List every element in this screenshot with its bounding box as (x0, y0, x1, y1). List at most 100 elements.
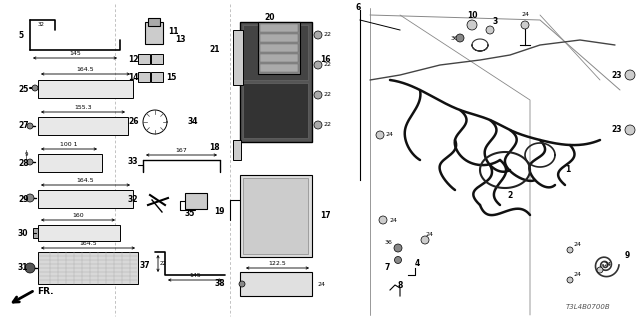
Text: 22: 22 (324, 123, 332, 127)
Text: 145: 145 (189, 273, 201, 278)
Circle shape (376, 131, 384, 139)
Bar (148, 18, 160, 26)
Text: 24: 24 (604, 262, 612, 268)
Text: 25: 25 (18, 84, 28, 93)
Text: 27: 27 (18, 122, 29, 131)
Bar (38, 80, 133, 98)
Text: 9: 9 (625, 251, 630, 260)
Bar (233, 30, 243, 85)
Bar (260, 64, 298, 72)
Text: 35: 35 (185, 209, 195, 218)
Bar (33, 228, 43, 238)
Circle shape (314, 61, 322, 69)
Circle shape (26, 194, 34, 202)
Circle shape (567, 247, 573, 253)
Text: 9: 9 (24, 153, 28, 157)
Text: 22: 22 (324, 92, 332, 98)
Circle shape (421, 236, 429, 244)
Bar (243, 25, 308, 80)
Bar (260, 44, 298, 52)
Text: 28: 28 (18, 158, 29, 167)
Bar (38, 190, 133, 208)
Text: 34: 34 (188, 117, 198, 126)
Text: 3: 3 (493, 18, 499, 27)
Text: 164.5: 164.5 (77, 178, 94, 183)
Circle shape (521, 21, 529, 29)
Bar (138, 72, 150, 82)
Circle shape (597, 267, 603, 273)
Bar (243, 178, 308, 254)
Text: 5: 5 (18, 30, 23, 39)
Text: 19: 19 (214, 207, 225, 217)
Bar (260, 24, 298, 32)
Bar (240, 272, 312, 296)
Text: 8: 8 (397, 281, 403, 290)
Circle shape (32, 85, 38, 91)
Text: 13: 13 (175, 36, 186, 44)
Text: 30: 30 (18, 228, 29, 237)
Bar (258, 22, 300, 74)
Circle shape (625, 125, 635, 135)
Text: 24: 24 (318, 282, 326, 286)
Text: 164.5: 164.5 (79, 241, 97, 246)
Text: 37: 37 (140, 260, 150, 269)
Text: 23: 23 (611, 125, 622, 134)
Text: 17: 17 (320, 211, 331, 220)
Text: T3L4B0700B: T3L4B0700B (565, 304, 610, 310)
Bar (38, 154, 102, 172)
Text: 4: 4 (415, 259, 420, 268)
Text: 24: 24 (574, 273, 582, 277)
Text: FR.: FR. (37, 286, 54, 295)
Text: 122.5: 122.5 (269, 261, 286, 266)
Text: 167: 167 (175, 148, 188, 153)
Text: 20: 20 (265, 13, 275, 22)
Text: 22: 22 (324, 62, 332, 68)
Bar (151, 54, 163, 64)
Bar (240, 22, 312, 142)
Circle shape (467, 20, 477, 30)
Text: 1: 1 (565, 165, 570, 174)
Text: 33: 33 (128, 157, 138, 166)
Circle shape (394, 244, 402, 252)
Text: 23: 23 (611, 70, 622, 79)
Circle shape (314, 31, 322, 39)
Text: 24: 24 (426, 233, 434, 237)
Circle shape (25, 263, 35, 273)
Text: 38: 38 (214, 279, 225, 289)
Text: 160: 160 (72, 213, 84, 218)
Bar (38, 252, 138, 284)
Text: 145: 145 (69, 51, 81, 56)
Bar (145, 22, 163, 44)
Bar (38, 225, 120, 241)
Text: 32: 32 (38, 21, 45, 27)
Text: 31: 31 (18, 263, 29, 273)
Bar (260, 54, 298, 62)
Text: 155.3: 155.3 (74, 105, 92, 110)
Circle shape (456, 34, 464, 42)
Text: 24: 24 (574, 243, 582, 247)
Circle shape (567, 277, 573, 283)
Text: 21: 21 (209, 45, 220, 54)
Circle shape (239, 281, 245, 287)
Text: 24: 24 (386, 132, 394, 138)
Bar (185, 193, 207, 209)
Bar (4, 4, 360, 316)
Bar (243, 83, 308, 138)
Polygon shape (143, 110, 167, 134)
Bar (240, 175, 312, 257)
Text: 6: 6 (355, 4, 360, 12)
Bar (38, 117, 128, 135)
Text: 2: 2 (508, 190, 513, 199)
Circle shape (486, 26, 494, 34)
Bar (138, 54, 150, 64)
Text: 7: 7 (385, 263, 390, 273)
Text: 36: 36 (450, 36, 458, 41)
Circle shape (625, 70, 635, 80)
Text: 14: 14 (128, 73, 138, 82)
Circle shape (27, 159, 33, 165)
Bar (151, 72, 163, 82)
Circle shape (314, 91, 322, 99)
Bar (233, 140, 241, 160)
Text: 24: 24 (389, 218, 397, 222)
Text: 164.5: 164.5 (77, 67, 94, 72)
